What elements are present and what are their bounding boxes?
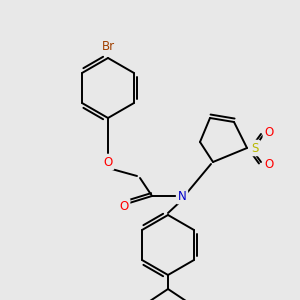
Text: O: O: [119, 200, 129, 212]
Text: N: N: [178, 190, 186, 202]
Text: O: O: [103, 155, 112, 169]
Text: O: O: [264, 158, 274, 170]
Text: S: S: [251, 142, 259, 154]
Text: O: O: [264, 125, 274, 139]
Text: Br: Br: [101, 40, 115, 52]
